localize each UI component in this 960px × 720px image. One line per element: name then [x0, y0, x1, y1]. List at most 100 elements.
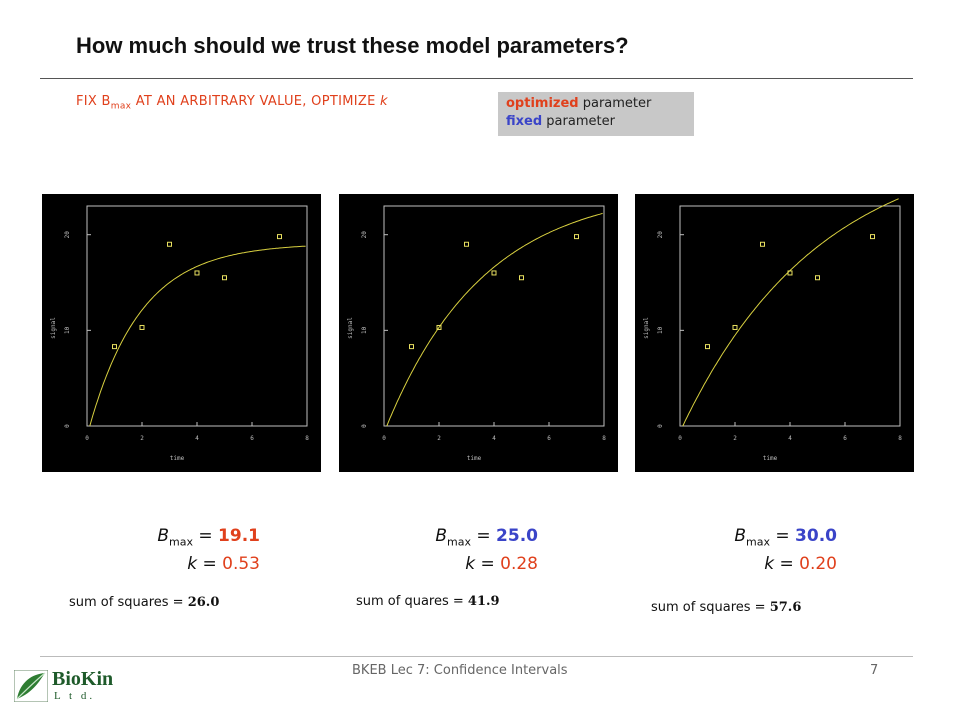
k-eq: = — [774, 554, 800, 575]
legend-optimized: optimized parameter — [506, 95, 686, 113]
legend-optimized-word: optimized — [506, 96, 579, 111]
data-point — [222, 275, 227, 281]
plot-1: 0 2 4 6 8 0 10 20 time signal — [42, 194, 321, 472]
data-point — [732, 324, 738, 330]
x-tick-label: 4 — [788, 435, 792, 442]
legend-fixed-word: fixed — [506, 114, 543, 129]
ssq-value: 57.6 — [769, 600, 802, 615]
data-point — [409, 344, 414, 350]
bmax-sub: max — [746, 535, 770, 549]
panel-3-k: k = 0.20 — [667, 553, 837, 575]
panel-3-ssq: sum of squares = 57.6 — [651, 600, 801, 615]
bmax-eq: = — [192, 526, 219, 546]
data-point — [436, 324, 442, 330]
x-axis-label: time — [763, 455, 778, 462]
footer-divider — [40, 656, 913, 657]
data-point — [194, 270, 200, 276]
bmax-label: B — [435, 526, 448, 546]
data-point — [574, 234, 579, 240]
leaf-icon — [14, 670, 48, 702]
data-point — [787, 270, 793, 276]
y-tick-label: 0 — [64, 424, 71, 428]
data-point — [277, 234, 282, 240]
ssq-label: sum of quares = — [356, 594, 468, 609]
y-tick-label: 10 — [64, 326, 71, 334]
legend-fixed: fixed parameter — [506, 113, 686, 131]
subtitle: FIX Bmax AT AN ARBITRARY VALUE, OPTIMIZE… — [76, 94, 388, 112]
k-label: k — [764, 554, 775, 575]
data-point — [112, 344, 117, 350]
subtitle-sub: max — [110, 101, 132, 112]
plot-3: 0 2 4 6 8 0 10 20 time signal — [635, 194, 914, 472]
page-title: How much should we trust these model par… — [76, 33, 629, 58]
footer-text: BKEB Lec 7: Confidence Intervals — [352, 663, 568, 678]
title-divider — [40, 78, 913, 79]
x-tick-label: 2 — [140, 435, 144, 442]
y-tick-label: 20 — [361, 231, 368, 239]
panel-3-bmax: Bmax = 30.0 — [667, 525, 837, 553]
k-value: 0.20 — [799, 554, 837, 575]
ssq-label: sum of squares = — [69, 595, 188, 610]
subtitle-prefix: FIX B — [76, 94, 111, 109]
x-axis-label: time — [170, 455, 185, 462]
y-tick-label: 20 — [657, 231, 664, 239]
panel-2-ssq: sum of quares = 41.9 — [356, 594, 500, 609]
plot-3-svg: 0 2 4 6 8 0 10 20 time signal — [643, 198, 902, 462]
bmax-label: B — [734, 526, 747, 546]
x-axis-label: time — [467, 455, 482, 462]
data-point — [760, 241, 765, 247]
y-tick-label: 10 — [361, 326, 368, 334]
plot-2: 0 2 4 6 8 0 10 20 time signal — [339, 194, 618, 472]
y-tick-label: 0 — [361, 424, 368, 428]
x-tick-label: 0 — [678, 435, 682, 442]
y-tick-label: 0 — [657, 424, 664, 428]
legend-box: optimized parameter fixed parameter — [498, 92, 694, 136]
y-axis-label: signal — [643, 317, 650, 339]
ssq-label: sum of squares = — [651, 600, 770, 615]
model-curve — [386, 212, 603, 427]
y-tick-label: 10 — [657, 326, 664, 334]
plot-frame — [679, 205, 901, 427]
y-axis-label: signal — [50, 317, 57, 339]
plot-2-svg: 0 2 4 6 8 0 10 20 time signal — [347, 205, 606, 462]
data-point — [815, 275, 820, 281]
x-tick-label: 6 — [250, 435, 254, 442]
data-point — [139, 324, 145, 330]
x-tick-label: 0 — [85, 435, 89, 442]
subtitle-suffix: AT AN ARBITRARY VALUE, OPTIMIZE — [131, 94, 381, 109]
model-curve — [682, 198, 899, 427]
logo-ltd: L t d. — [54, 690, 96, 702]
bmax-sub: max — [169, 535, 193, 549]
x-tick-label: 4 — [492, 435, 496, 442]
logo-name: BioKin — [52, 668, 114, 690]
model-curve — [89, 245, 306, 427]
data-point — [519, 275, 524, 281]
data-point — [491, 270, 497, 276]
bmax-label: B — [157, 526, 170, 546]
x-tick-label: 0 — [382, 435, 386, 442]
plot-frame — [383, 205, 605, 427]
k-eq: = — [197, 554, 223, 575]
ssq-value: 26.0 — [187, 595, 220, 610]
panel-2-bmax: Bmax = 25.0 — [368, 525, 538, 553]
bmax-eq: = — [769, 526, 796, 546]
x-tick-label: 8 — [602, 435, 606, 442]
page-number: 7 — [870, 663, 879, 678]
plot-1-svg: 0 2 4 6 8 0 10 20 time signal — [50, 205, 309, 462]
biokin-logo: BioKin L t d. — [14, 668, 124, 706]
panel-2-k: k = 0.28 — [368, 553, 538, 575]
bmax-value: 19.1 — [218, 526, 260, 546]
k-label: k — [187, 554, 198, 575]
panel-1-ssq: sum of squares = 26.0 — [69, 595, 219, 610]
legend-optimized-rest: parameter — [578, 96, 652, 111]
k-label: k — [465, 554, 476, 575]
data-point — [705, 344, 710, 350]
bmax-value: 25.0 — [496, 526, 538, 546]
k-value: 0.53 — [222, 554, 260, 575]
panel-1-params: Bmax = 19.1 k = 0.53 — [90, 525, 260, 575]
k-eq: = — [475, 554, 501, 575]
bmax-eq: = — [470, 526, 497, 546]
k-value: 0.28 — [500, 554, 538, 575]
data-point — [870, 234, 875, 240]
x-tick-label: 8 — [898, 435, 902, 442]
